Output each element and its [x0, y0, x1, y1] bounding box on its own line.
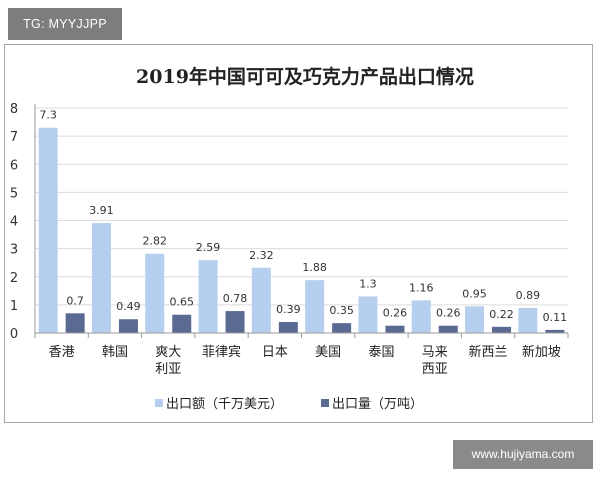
category-label: 泰国: [368, 345, 394, 360]
bar-export-volume: [172, 314, 192, 333]
data-label-export-volume: 0.7: [66, 294, 84, 307]
bar-export-value: [145, 253, 165, 333]
data-label-export-value: 2.32: [249, 249, 274, 262]
category-label: 香港: [49, 345, 75, 360]
y-tick-label: 6: [10, 158, 18, 173]
bar-export-volume: [385, 325, 405, 333]
chart-title: 2019年中国可可及巧克力产品出口情况: [136, 65, 474, 88]
y-tick-label: 2: [10, 271, 18, 286]
data-label-export-value: 0.95: [462, 287, 487, 300]
bar-export-value: [198, 260, 218, 333]
category-label: 菲律宾: [202, 344, 241, 360]
bar-export-volume: [225, 311, 245, 333]
bar-export-volume: [118, 319, 138, 333]
legend-swatch-series1: [155, 399, 163, 407]
bars: [38, 127, 565, 333]
category-label: 利亚: [155, 362, 181, 377]
y-axis-ticks: 0 1 2 3 4 5 6 7 8: [10, 102, 18, 342]
data-labels: 7.3 0.7 3.91 0.49 2.82 0.65 2.59 0.78 2.32 0.39 1.…: [39, 109, 567, 324]
category-label: 马来: [422, 345, 448, 360]
y-tick-label: 4: [10, 215, 18, 230]
category-label: 日本: [262, 345, 288, 360]
data-label-export-volume: 0.26: [383, 307, 408, 320]
bar-export-value: [38, 127, 58, 333]
y-tick-label: 0: [10, 327, 18, 342]
data-label-export-value: 1.16: [409, 281, 434, 294]
bar-export-volume: [438, 325, 458, 333]
data-label-export-volume: 0.22: [489, 308, 514, 321]
data-label-export-value: 2.82: [143, 235, 168, 248]
data-label-export-volume: 0.39: [276, 303, 301, 316]
category-label: 新西兰: [469, 344, 508, 360]
y-tick-label: 7: [10, 130, 18, 145]
data-label-export-value: 7.3: [39, 109, 57, 122]
legend: 出口额（千万美元） 出口量（万吨）: [155, 397, 423, 412]
bar-export-value: [358, 296, 378, 333]
tag-badge: TG: MYYJJPP: [8, 8, 122, 40]
category-label: 西亚: [422, 362, 448, 377]
bar-export-value: [411, 300, 431, 333]
legend-label-series1: 出口额（千万美元）: [166, 397, 283, 412]
bar-export-value: [465, 306, 485, 333]
legend-label-series2: 出口量（万吨）: [332, 397, 423, 412]
category-label: 美国: [315, 345, 341, 360]
bar-export-volume: [545, 329, 565, 333]
data-label-export-value: 1.88: [302, 261, 327, 274]
bar-export-volume: [65, 313, 85, 333]
y-tick-label: 3: [10, 243, 18, 258]
bar-export-value: [305, 280, 325, 333]
watermark-badge: www.hujiyama.com: [453, 440, 593, 469]
category-label: 韩国: [102, 345, 128, 360]
bar-export-value: [91, 223, 111, 333]
y-tick-label: 8: [10, 102, 18, 117]
data-label-export-volume: 0.49: [116, 300, 141, 313]
data-label-export-value: 2.59: [196, 241, 221, 254]
bar-export-value: [251, 267, 271, 333]
data-label-export-volume: 0.26: [436, 307, 461, 320]
data-label-export-volume: 0.35: [329, 304, 354, 317]
category-label: 新加坡: [522, 344, 561, 360]
legend-swatch-series2: [321, 399, 329, 407]
bar-export-volume: [492, 326, 512, 333]
data-label-export-value: 0.89: [516, 289, 541, 302]
axes: [34, 104, 569, 338]
bar-export-volume: [278, 322, 298, 333]
data-label-export-value: 1.3: [359, 277, 377, 290]
bar-export-volume: [332, 323, 352, 333]
bar-export-value: [518, 307, 538, 333]
data-label-export-volume: 0.11: [543, 311, 568, 324]
category-label: 爽大: [155, 345, 181, 360]
gridlines: [35, 107, 568, 306]
y-tick-label: 5: [10, 186, 18, 201]
data-label-export-value: 3.91: [89, 204, 114, 217]
data-label-export-volume: 0.65: [170, 296, 195, 309]
y-tick-label: 1: [10, 299, 18, 314]
data-label-export-volume: 0.78: [223, 292, 248, 305]
